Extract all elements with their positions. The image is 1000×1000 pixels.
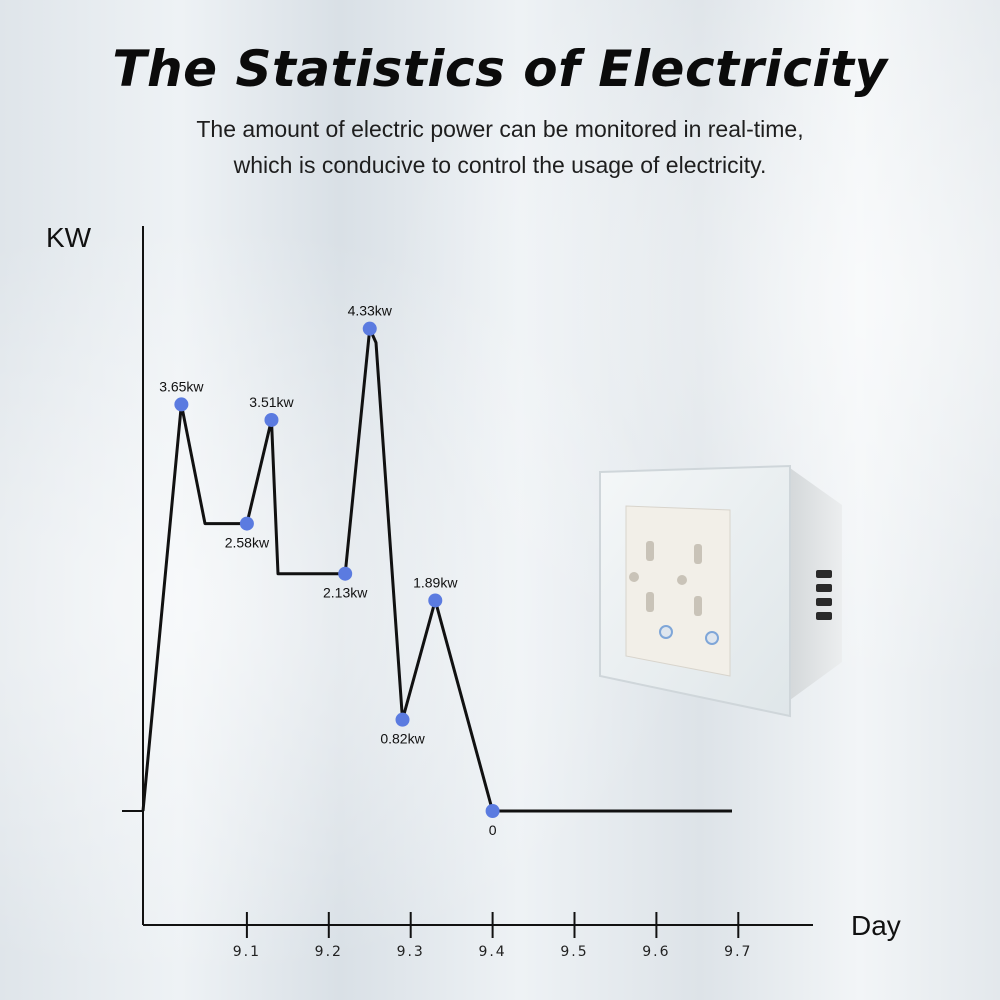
data-point — [485, 804, 500, 818]
data-point — [174, 397, 189, 412]
x-tick-label: 9.6 — [642, 944, 670, 960]
x-tick-label: 9.2 — [315, 944, 343, 960]
data-label: 2.13kw — [323, 585, 368, 601]
data-label: 3.65kw — [159, 378, 204, 394]
x-tick-label: 9.7 — [724, 944, 752, 960]
data-label: 3.51kw — [249, 394, 294, 410]
data-label: 0.82kw — [380, 731, 425, 747]
data-point — [338, 566, 353, 581]
subtitle-line-1: The amount of electric power can be moni… — [196, 116, 804, 142]
x-tick-label: 9.1 — [233, 944, 261, 960]
x-tick-label: 9.4 — [478, 944, 506, 960]
data-label: 1.89kw — [413, 574, 458, 590]
data-point — [428, 593, 443, 608]
data-label: 2.58kw — [225, 535, 270, 551]
data-point — [395, 712, 410, 727]
data-point-group: 3.65kw 2.58kw 3.51kw 2.13kw 4.33kw 0.82kw 1.89… — [159, 303, 500, 838]
x-tick-label: 9.5 — [560, 944, 588, 960]
subtitle-line-2: which is conducive to control the usage … — [233, 152, 767, 178]
series-line — [141, 327, 732, 813]
data-label: 4.33kw — [348, 303, 393, 319]
data-point — [239, 516, 254, 531]
y-axis-label: KW — [46, 222, 92, 253]
page-title: The Statistics of Electricity — [112, 40, 888, 98]
data-point — [362, 321, 377, 336]
x-tick-label: 9.3 — [397, 944, 425, 960]
x-tick-group: 9.1 9.2 9.3 9.4 9.5 9.6 9.7 — [233, 912, 752, 960]
data-point — [264, 412, 279, 427]
data-label: 0 — [489, 822, 497, 838]
x-axis-label: Day — [851, 910, 901, 941]
